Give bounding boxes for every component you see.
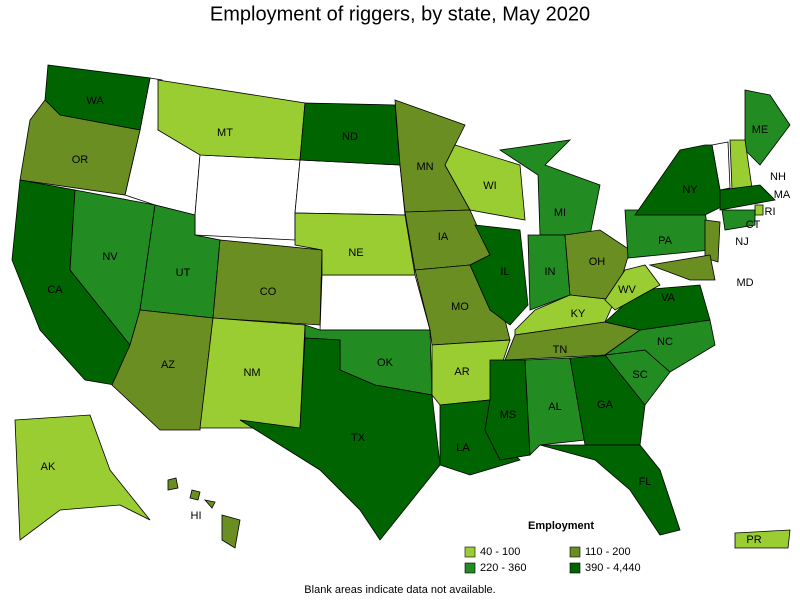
state-label: UT [176,267,191,279]
state-label: MO [451,301,469,313]
state [189,489,201,501]
state-label: PR [746,534,761,546]
legend-title: Employment [528,520,594,532]
state-label: GA [597,399,614,411]
blank-state [194,154,301,241]
state-label: IN [545,266,556,278]
state-label: MI [554,207,566,219]
legend-label: 390 - 4,440 [585,562,641,574]
state-label: WA [86,95,104,107]
state-label: NM [243,367,260,379]
state [719,184,776,211]
state [239,337,441,541]
state-label: NJ [735,236,748,248]
state-label: HI [191,510,202,522]
state [734,529,791,549]
state-label: MS [500,409,517,421]
state-label: TX [351,432,366,444]
state-labels: WA OR CA NV MT UT CO AZ NM ND NE OK TX MN IA MO AR LA WI IL… [41,95,791,546]
state-label: OK [377,357,394,369]
legend-label: 40 - 100 [480,546,520,558]
state-label: MN [416,161,433,173]
legend: 40 - 100 110 - 200 220 - 360 390 - 4,440 [464,546,641,574]
legend-swatch [569,562,581,574]
state-label: MD [736,277,753,289]
state-label: MA [774,189,791,201]
legend-label: 220 - 360 [480,562,526,574]
state-label: CA [47,284,63,296]
state-label: VA [661,292,676,304]
state-label: NV [102,251,118,263]
state-label: MT [217,127,233,139]
blank-state [319,274,431,331]
state-label: SC [632,369,647,381]
state [498,139,601,236]
state [754,204,764,216]
state [469,224,529,326]
state-label: IA [438,231,449,243]
state [221,514,241,549]
state [444,144,526,221]
blank-state [294,159,406,216]
note: Blank areas indicate data not available. [304,584,495,596]
state [294,212,416,276]
state [203,499,216,509]
state-label: ME [752,124,769,136]
state [539,444,681,536]
state [604,264,661,311]
states [11,64,791,549]
state-label: AL [548,401,561,413]
state-label: WI [483,180,496,192]
state-label: AR [454,366,469,378]
state-label: WV [618,284,636,296]
state-label: AK [41,461,56,473]
state [14,414,151,541]
state [634,144,726,216]
state-label: OH [589,256,606,268]
state-label: OR [72,154,89,166]
legend-label: 110 - 200 [585,546,631,558]
state-label: NY [682,184,698,196]
state-label: KY [571,308,586,320]
state [704,219,721,263]
map-title: Employment of riggers, by state, May 202… [210,3,590,25]
state-label: NC [657,336,673,348]
state [19,99,141,196]
legend-swatch [569,546,581,558]
state-label: RI [765,206,776,218]
state-label: FL [639,476,652,488]
state-label: TN [553,344,568,356]
state-label: NE [348,247,363,259]
legend-swatch [464,546,476,558]
state-label: NH [770,171,786,183]
state [212,239,323,326]
state [167,477,179,491]
state-label: CO [260,286,277,298]
state-label: ND [342,131,358,143]
state [721,209,756,231]
state-label: CT [746,219,761,231]
legend-swatch [464,562,476,574]
state-label: AZ [161,359,175,371]
state [648,254,716,281]
state-label: PA [658,235,673,247]
state-label: IL [500,266,509,278]
state [157,79,306,161]
state [524,357,586,456]
state-label: LA [456,442,470,454]
